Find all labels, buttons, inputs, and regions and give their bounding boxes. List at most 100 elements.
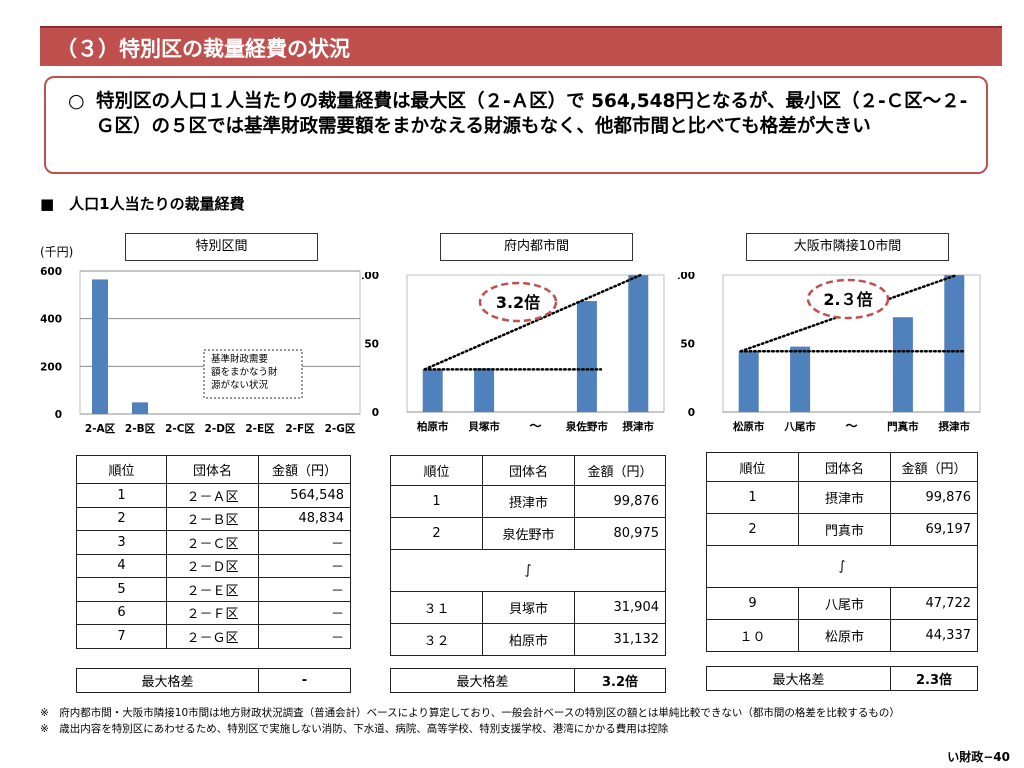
unit-label: (千円): [40, 245, 74, 259]
cell-name: ２－Ｇ区: [166, 624, 259, 649]
callout-text: 3.2倍: [496, 293, 540, 312]
header-name: 団体名: [166, 455, 259, 484]
cell-amount: －: [258, 577, 351, 602]
cell-name: 松原市: [798, 619, 891, 652]
annotation-box: [203, 349, 303, 399]
cell-name: 貝塚市: [482, 591, 575, 624]
y-tick-label: 0: [372, 407, 379, 419]
cell-rank: 9: [706, 587, 799, 620]
cell-amount: 80,975: [574, 517, 666, 550]
table-row: 1 摂津市 99,876: [390, 485, 666, 518]
cell-amount: 31,904: [574, 591, 666, 624]
cell-name: 柏原市: [482, 623, 575, 656]
max-difference-value: 3.2倍: [574, 668, 666, 693]
max-difference-left: 最大格差 -: [76, 668, 351, 693]
callout-ellipse: [478, 281, 558, 323]
x-tick-label: 貝塚市: [468, 420, 500, 433]
ellipsis-mark: ∫: [706, 545, 978, 588]
cell-rank: 7: [76, 624, 167, 649]
header-name: 団体名: [798, 452, 891, 482]
chart-title-right: 大阪市隣接10市間: [746, 233, 949, 261]
x-tick-label: 2-D区: [205, 423, 236, 435]
cell-name: ２－Ｄ区: [166, 553, 259, 578]
max-difference-value: 2.3倍: [890, 666, 978, 691]
annotation-text: 基準財政需要: [211, 353, 268, 365]
x-tick-label: 松原市: [733, 420, 765, 433]
annotation-text: 源がない状況: [211, 379, 269, 391]
x-tick-label: ～: [529, 419, 541, 433]
x-tick-label: 摂津市: [939, 420, 971, 433]
x-tick-label: ～: [845, 419, 857, 433]
cell-amount: 48,834: [258, 506, 351, 531]
table-row: 4 ２－Ｄ区 －: [76, 553, 351, 578]
cell-rank: 2: [390, 517, 483, 550]
table-row: 7 ２－Ｇ区 －: [76, 624, 351, 649]
table-header-row: 順位 団体名 金額（円）: [390, 455, 666, 486]
table-ellipsis-row: ∫: [390, 549, 666, 592]
cell-amount: 99,876: [574, 485, 666, 518]
chart-right: 0 50 100 松原市 八尾市 ～ 門真市 摂津市 2.３倍: [678, 272, 981, 433]
cell-name: ２－Ｆ区: [166, 600, 259, 625]
y-tick-label: 50: [364, 339, 379, 351]
table-row: 1 摂津市 99,876: [706, 481, 978, 514]
header-rank: 順位: [390, 455, 483, 486]
y-tick-label: 100: [362, 272, 379, 282]
cell-rank: 1: [706, 481, 799, 514]
cell-amount: －: [258, 600, 351, 625]
cell-amount: 564,548: [258, 483, 351, 508]
page-number: い財政−40: [947, 750, 1010, 764]
cell-rank: 4: [76, 553, 167, 578]
summary-text: 特別区の人口１人当たりの裁量経費は最大区（２-Ａ区）で 564,548円となるが…: [96, 91, 968, 137]
header-amount: 金額（円）: [890, 452, 978, 482]
ellipsis-mark: ∫: [390, 549, 666, 592]
cell-rank: 6: [76, 600, 167, 625]
table-row: 2 ２－Ｂ区 48,834: [76, 506, 351, 531]
x-tick-label: 2-E区: [245, 423, 275, 435]
x-tick-label: 2-B区: [125, 423, 156, 435]
table-row: 2 門真市 69,197: [706, 513, 978, 546]
table-header-row: 順位 団体名 金額（円）: [76, 455, 351, 484]
bar: [628, 275, 649, 412]
header-amount: 金額（円）: [258, 455, 351, 484]
header-rank: 順位: [706, 452, 799, 482]
table-row: 9 八尾市 47,722: [706, 587, 978, 620]
footnote-1: ※ 府内都市間・大阪市隣接10市間は地方財政状況調査（普通会計）ベースにより算定…: [40, 707, 900, 719]
x-tick-label: 2-A区: [85, 423, 116, 435]
bar: [892, 317, 913, 412]
cell-rank: 2: [706, 513, 799, 546]
max-difference-label: 最大格差: [706, 666, 891, 691]
y-tick-label: 0: [688, 407, 695, 419]
header-name: 団体名: [482, 455, 575, 486]
table-row: ３２ 柏原市 31,132: [390, 623, 666, 656]
cell-name: ２－Ｂ区: [166, 506, 259, 531]
bar: [790, 346, 811, 412]
ranking-table-middle: 順位 団体名 金額（円） 1 摂津市 99,876 2 泉佐野市 80,975 …: [390, 455, 666, 656]
bar: [132, 402, 148, 414]
cell-rank: 1: [390, 485, 483, 518]
bar: [92, 279, 108, 414]
cell-rank: 3: [76, 530, 167, 555]
annotation-text: 額をまかなう財: [211, 366, 278, 378]
x-tick-label: 2-G区: [325, 423, 356, 435]
section-heading: ■ 人口1人当たりの裁量経費: [40, 195, 245, 213]
bar: [576, 301, 597, 412]
title-bar: （３）特別区の裁量経費の状況: [40, 26, 1002, 66]
x-tick-label: 摂津市: [623, 420, 655, 433]
cell-amount: 69,197: [890, 513, 978, 546]
cell-name: 摂津市: [482, 485, 575, 518]
page-title: （３）特別区の裁量経費の状況: [56, 37, 350, 61]
max-difference-label: 最大格差: [390, 668, 575, 693]
y-tick-label: 400: [40, 314, 62, 326]
summary-bullet: ○: [68, 90, 85, 112]
cell-rank: 1: [76, 483, 167, 508]
header-rank: 順位: [76, 455, 167, 484]
chart-title-middle: 府内都市間: [440, 233, 633, 261]
chart-left: 0 200 400 600 2-A区 2-B区 2-C区 2-D区 2-E区 2-F区 2-G区 基準…: [40, 266, 361, 435]
table-row: 2 泉佐野市 80,975: [390, 517, 666, 550]
cell-amount: 47,722: [890, 587, 978, 620]
cell-rank: ３１: [390, 591, 483, 624]
cell-amount: －: [258, 530, 351, 555]
max-difference-right: 最大格差 2.3倍: [706, 666, 978, 691]
ranking-table-right: 順位 団体名 金額（円） 1 摂津市 99,876 2 門真市 69,197 ∫…: [706, 452, 978, 652]
table-row: １０ 松原市 44,337: [706, 619, 978, 652]
